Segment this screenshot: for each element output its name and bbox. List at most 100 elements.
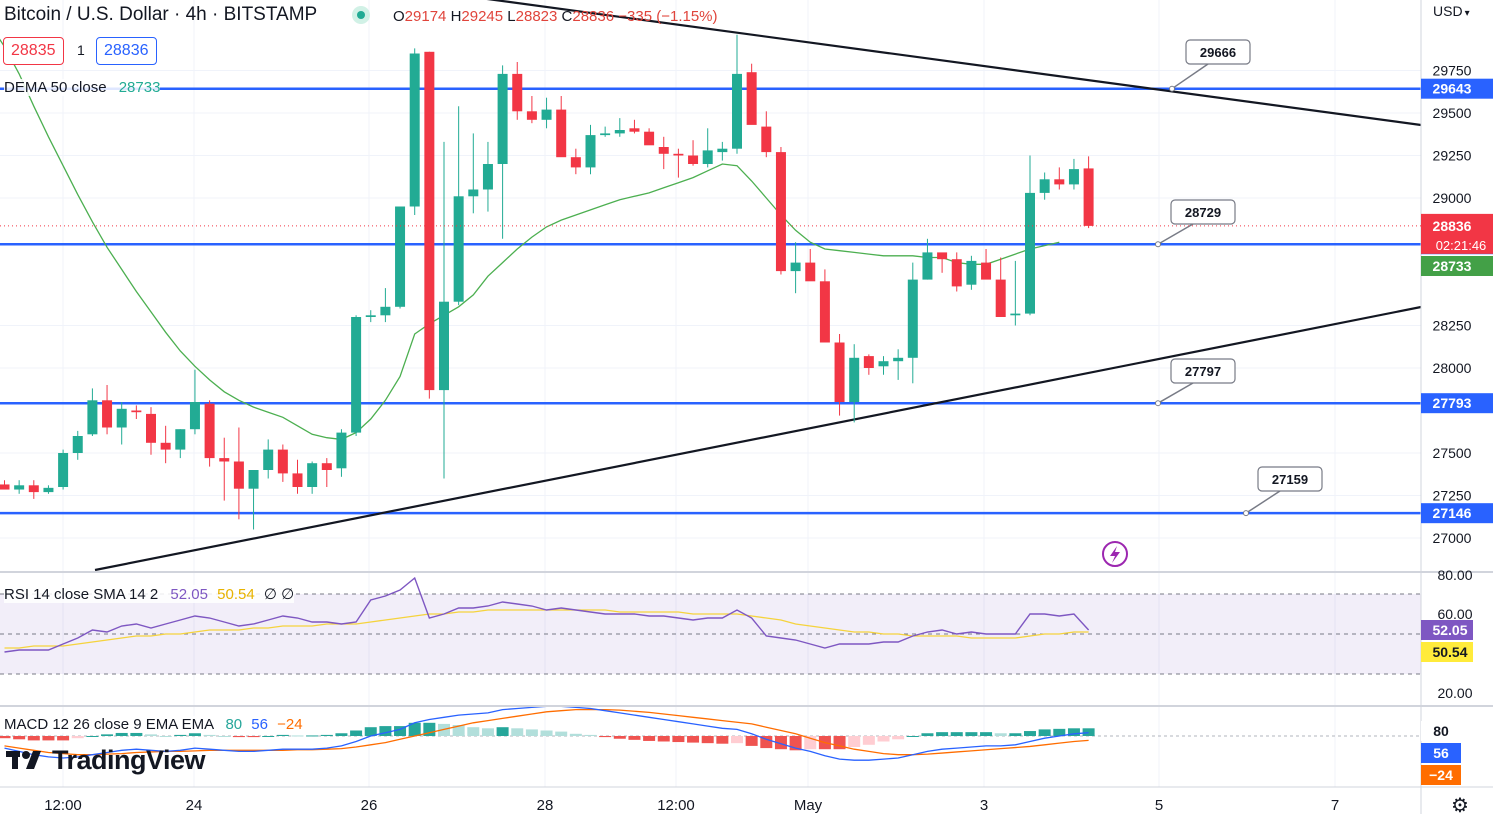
price-callout-text[interactable]: 29666 bbox=[1200, 45, 1236, 60]
candle-body[interactable] bbox=[1025, 192, 1035, 314]
candle-body[interactable] bbox=[995, 279, 1006, 317]
candle-body[interactable] bbox=[1083, 168, 1094, 226]
candle-body[interactable] bbox=[321, 463, 332, 470]
price-callout-box[interactable] bbox=[1170, 358, 1236, 384]
currency-menu[interactable]: USD ▾ bbox=[1433, 3, 1470, 19]
candle-body[interactable] bbox=[585, 135, 596, 168]
candle-body[interactable] bbox=[482, 164, 493, 190]
candle-body[interactable] bbox=[160, 442, 171, 450]
price-callout-text[interactable]: 28729 bbox=[1185, 205, 1221, 220]
lower-trend-line[interactable] bbox=[94, 305, 1422, 572]
candle-body[interactable] bbox=[439, 301, 449, 391]
candle-body[interactable] bbox=[248, 470, 259, 489]
candle-body[interactable] bbox=[981, 262, 992, 280]
candle-body[interactable] bbox=[146, 413, 156, 443]
candle-body[interactable] bbox=[468, 189, 479, 197]
candle-body[interactable] bbox=[116, 408, 127, 428]
candle-body[interactable] bbox=[395, 206, 406, 307]
candle-body[interactable] bbox=[28, 485, 39, 493]
candle-body[interactable] bbox=[556, 109, 567, 158]
candle-body[interactable] bbox=[72, 436, 83, 453]
candle-body[interactable] bbox=[351, 317, 362, 433]
candle-body[interactable] bbox=[292, 473, 303, 487]
candle-body[interactable] bbox=[233, 461, 244, 489]
candle-body[interactable] bbox=[907, 279, 918, 358]
macd-legend[interactable]: MACD 12 26 close 9 EMA EMA 80 56 −24 bbox=[4, 716, 303, 733]
candle-body[interactable] bbox=[409, 53, 420, 207]
candles[interactable] bbox=[0, 34, 1094, 530]
candle-body[interactable] bbox=[87, 400, 98, 435]
candle-body[interactable] bbox=[600, 133, 611, 136]
candle-body[interactable] bbox=[424, 51, 435, 391]
candle-body[interactable] bbox=[512, 73, 523, 112]
candle-body[interactable] bbox=[204, 403, 215, 459]
candle-body[interactable] bbox=[937, 252, 948, 260]
candle-body[interactable] bbox=[175, 429, 186, 450]
lightning-icon[interactable] bbox=[1102, 541, 1128, 567]
candle-body[interactable] bbox=[365, 315, 376, 317]
horizontal-levels[interactable] bbox=[0, 87, 1421, 515]
candle-body[interactable] bbox=[717, 148, 728, 153]
candle-body[interactable] bbox=[966, 260, 977, 285]
candle-body[interactable] bbox=[58, 453, 69, 487]
price-axis[interactable]: 27000 27250 27500 28000 28250 29000 29250 29500… bbox=[1433, 63, 1473, 702]
candle-body[interactable] bbox=[819, 281, 830, 343]
candle-body[interactable] bbox=[732, 73, 742, 149]
candle-body[interactable] bbox=[219, 458, 230, 462]
candle-body[interactable] bbox=[702, 150, 713, 164]
candle-body[interactable] bbox=[863, 356, 874, 368]
quantity-value[interactable]: 1 bbox=[77, 42, 85, 58]
time-axis[interactable]: 12:00 24 26 28 12:00 May 3 5 7 bbox=[44, 797, 1339, 814]
candle-body[interactable] bbox=[336, 432, 347, 469]
candle-body[interactable] bbox=[644, 131, 655, 146]
price-callout-text[interactable]: 27797 bbox=[1185, 364, 1221, 379]
candle-body[interactable] bbox=[1068, 169, 1079, 185]
gear-icon[interactable]: ⚙ bbox=[1451, 795, 1469, 817]
candle-body[interactable] bbox=[380, 306, 391, 316]
candle-body[interactable] bbox=[1054, 179, 1065, 185]
rsi-legend[interactable]: RSI 14 close SMA 14 2 52.05 50.54 ∅ ∅ bbox=[4, 585, 295, 603]
candle-body[interactable] bbox=[761, 126, 772, 153]
candle-body[interactable] bbox=[893, 357, 904, 362]
candle-body[interactable] bbox=[614, 130, 625, 134]
candle-body[interactable] bbox=[922, 252, 933, 280]
candle-body[interactable] bbox=[570, 157, 581, 168]
candle-body[interactable] bbox=[951, 259, 962, 287]
market-status-icon[interactable] bbox=[352, 6, 370, 24]
candle-body[interactable] bbox=[43, 487, 54, 493]
candle-body[interactable] bbox=[189, 402, 200, 430]
candle-body[interactable] bbox=[1039, 179, 1050, 193]
price-callout-box[interactable] bbox=[1170, 199, 1236, 225]
candle-body[interactable] bbox=[102, 400, 113, 428]
price-callout-text[interactable]: 27159 bbox=[1272, 472, 1308, 487]
candle-body[interactable] bbox=[834, 342, 845, 403]
candle-body[interactable] bbox=[658, 147, 669, 154]
candle-body[interactable] bbox=[775, 152, 786, 272]
dema-legend[interactable]: DEMA 50 close 28733 bbox=[4, 79, 161, 96]
candle-body[interactable] bbox=[541, 109, 552, 120]
candle-body[interactable] bbox=[1010, 313, 1021, 316]
candle-body[interactable] bbox=[673, 153, 684, 156]
sell-button[interactable]: 28835 bbox=[3, 37, 64, 65]
candle-body[interactable] bbox=[14, 485, 25, 490]
candle-body[interactable] bbox=[878, 361, 889, 367]
candle-body[interactable] bbox=[526, 111, 537, 120]
candle-body[interactable] bbox=[263, 449, 274, 470]
symbol-title[interactable]: Bitcoin / U.S. Dollar · 4h · BITSTAMP bbox=[4, 4, 318, 25]
candle-body[interactable] bbox=[746, 72, 757, 125]
price-callouts[interactable]: 29666 28729 27797 27159 bbox=[1155, 39, 1323, 517]
tradingview-logo[interactable]: TradingView bbox=[6, 742, 206, 778]
candle-body[interactable] bbox=[277, 449, 288, 474]
candle-body[interactable] bbox=[497, 73, 508, 164]
candle-body[interactable] bbox=[688, 155, 699, 165]
price-callout-box[interactable] bbox=[1185, 39, 1251, 65]
candle-body[interactable] bbox=[849, 357, 860, 402]
price-callout-box[interactable] bbox=[1257, 466, 1323, 492]
candle-body[interactable] bbox=[790, 262, 801, 272]
candle-body[interactable] bbox=[629, 128, 640, 132]
buy-button[interactable]: 28836 bbox=[96, 37, 157, 65]
candle-body[interactable] bbox=[453, 196, 464, 302]
upper-trend-line[interactable] bbox=[480, 0, 1422, 127]
